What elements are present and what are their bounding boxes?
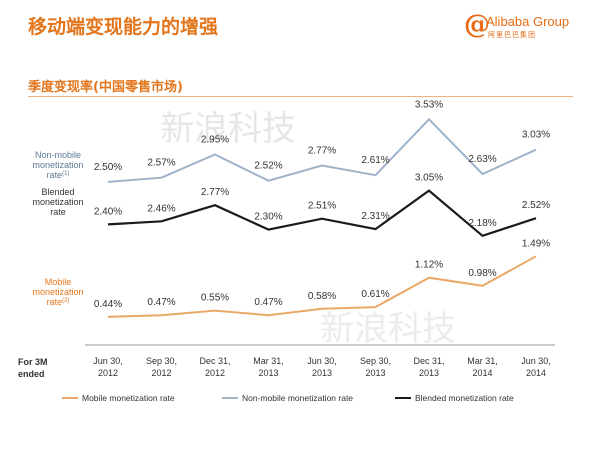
data-label: 3.03%	[522, 130, 550, 141]
data-label: 1.49%	[522, 238, 550, 249]
x-tick-label: 2013	[365, 368, 385, 378]
data-label: 2.18%	[468, 218, 496, 229]
data-label: 2.57%	[147, 158, 175, 169]
x-tick-label: Sep 30,	[146, 356, 177, 366]
data-label: 0.61%	[361, 289, 389, 300]
series-line-blended	[107, 189, 537, 238]
series-line-mobile	[107, 255, 537, 318]
x-tick-label: 2014	[526, 368, 546, 378]
series-side-label: rate(2)	[47, 297, 70, 307]
data-label: 2.40%	[94, 206, 122, 217]
alibaba-a-icon: @	[464, 10, 490, 40]
logo-text: Alibaba Group	[486, 14, 570, 29]
data-label: 3.05%	[415, 173, 443, 184]
series-side-label: rate	[50, 207, 66, 217]
x-tick-label: Mar 31,	[467, 356, 498, 366]
x-tick-label: 2013	[258, 368, 278, 378]
data-label: 0.58%	[308, 291, 336, 302]
data-label: 2.50%	[94, 162, 122, 173]
x-tick-label: Mar 31,	[253, 356, 284, 366]
x-tick-label: Dec 31,	[199, 356, 230, 366]
x-tick-label: 2012	[205, 368, 225, 378]
x-tick-label: Dec 31,	[413, 356, 444, 366]
data-label: 2.51%	[308, 201, 336, 212]
chart-title: 季度变现率(中国零售市场)	[28, 80, 183, 95]
legend-label: Non-mobile monetization rate	[242, 393, 353, 403]
watermark-text: 新浪科技	[320, 309, 456, 349]
x-tick-label: 2012	[98, 368, 118, 378]
x-tick-label: 2014	[472, 368, 492, 378]
series-side-label: Blended	[41, 187, 74, 197]
series-side-label: Non-mobile	[35, 150, 81, 160]
slide-title: 移动端变现能力的增强	[28, 16, 219, 38]
data-label: 0.47%	[254, 297, 282, 308]
data-label: 0.98%	[468, 268, 496, 279]
data-label: 3.53%	[415, 99, 443, 110]
data-label: 0.55%	[201, 293, 229, 304]
data-label: 0.47%	[147, 297, 175, 308]
legend-label: Mobile monetization rate	[82, 393, 175, 403]
series-side-label: monetization	[32, 160, 83, 170]
series-side-label: Mobile	[45, 277, 72, 287]
data-label: 2.30%	[254, 212, 282, 223]
x-tick-label: Jun 30,	[93, 356, 123, 366]
series-side-label: monetization	[32, 287, 83, 297]
series-line-non-mobile	[107, 117, 537, 183]
x-tick-label: Jun 30,	[307, 356, 337, 366]
data-label: 2.77%	[308, 145, 336, 156]
x-tick-label: 2013	[312, 368, 332, 378]
data-label: 2.46%	[147, 203, 175, 214]
series-side-label: monetization	[32, 197, 83, 207]
series-side-label: rate(1)	[47, 170, 70, 180]
data-label: 2.63%	[468, 154, 496, 165]
x-tick-label: 2012	[151, 368, 171, 378]
period-label: For 3M	[18, 357, 48, 367]
data-label: 1.12%	[415, 260, 443, 271]
logo-subtext: 阿里巴巴集团	[488, 31, 536, 39]
title-divider	[28, 96, 573, 97]
data-label: 2.52%	[522, 200, 550, 211]
legend-label: Blended monetization rate	[415, 393, 514, 403]
alibaba-logo: @ Alibaba Group 阿里巴巴集团	[464, 10, 582, 44]
data-label: 2.52%	[254, 161, 282, 172]
period-label: ended	[18, 369, 45, 379]
x-tick-label: Sep 30,	[360, 356, 391, 366]
data-label: 2.31%	[361, 211, 389, 222]
data-label: 2.61%	[361, 155, 389, 166]
data-label: 2.77%	[201, 187, 229, 198]
x-tick-label: 2013	[419, 368, 439, 378]
x-tick-label: Jun 30,	[521, 356, 551, 366]
data-label: 2.95%	[201, 135, 229, 146]
data-label: 0.44%	[94, 299, 122, 310]
